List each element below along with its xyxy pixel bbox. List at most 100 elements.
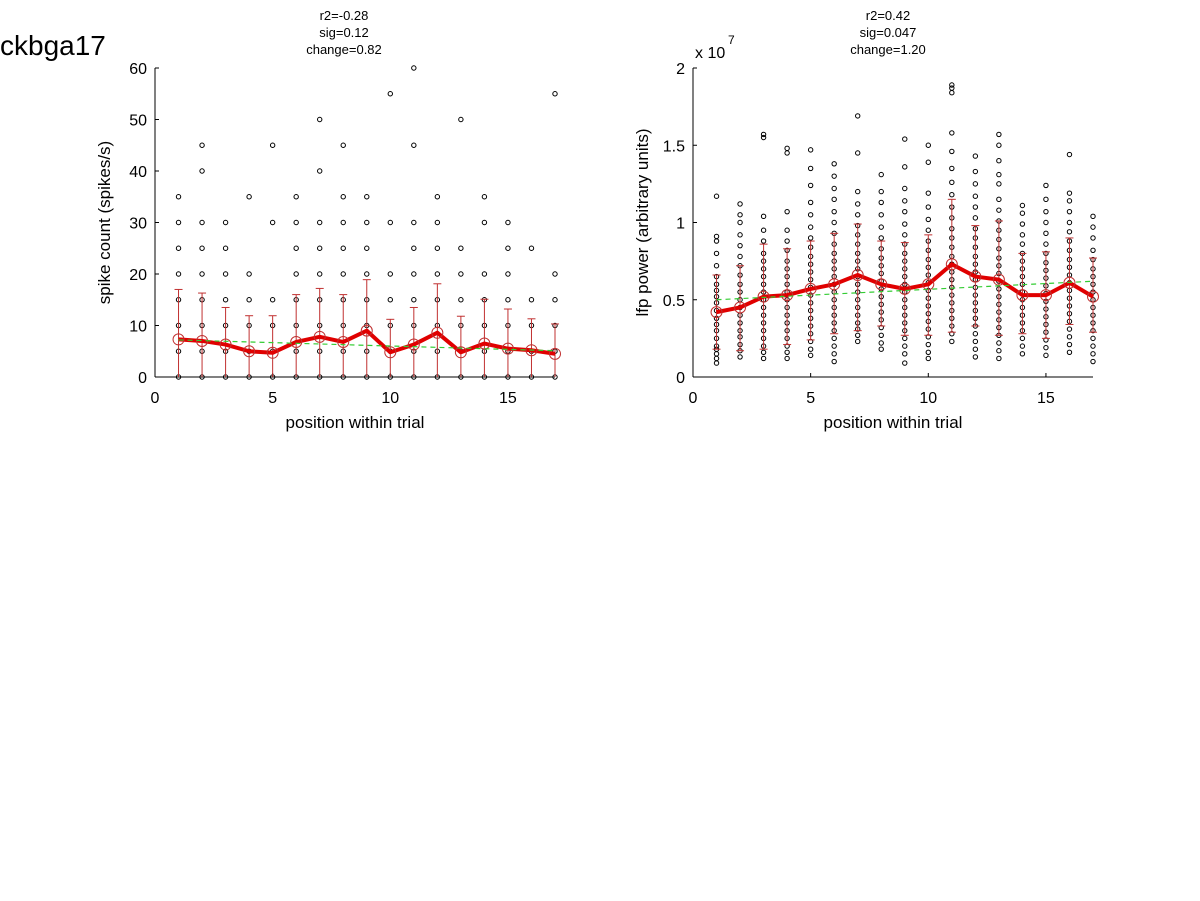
data-point: [996, 142, 1002, 148]
data-point: [925, 190, 931, 196]
data-point: [552, 91, 558, 97]
mean-marker: [1063, 276, 1076, 289]
data-point: [1019, 241, 1026, 247]
data-point: [713, 263, 720, 269]
data-point: [949, 130, 955, 136]
y-tick-label: 0: [138, 370, 147, 387]
data-point: [1090, 224, 1096, 230]
y-axis-label: spike count (spikes/s): [95, 141, 114, 304]
data-point: [458, 297, 464, 303]
mean-line: [716, 262, 1095, 315]
data-point: [902, 208, 908, 215]
mean-marker: [219, 338, 232, 351]
data-point: [411, 245, 417, 251]
data-point: [434, 219, 441, 226]
x-tick-label: 5: [268, 390, 277, 407]
data-point: [855, 338, 861, 345]
stat-line: sig=0.12: [319, 25, 369, 40]
data-point: [1043, 208, 1049, 215]
y-tick-label: 0.5: [663, 293, 685, 310]
data-point: [1090, 335, 1096, 342]
data-point: [925, 349, 931, 355]
data-point: [925, 227, 931, 233]
data-point: [902, 335, 908, 342]
data-point: [458, 245, 464, 251]
data-point: [222, 271, 229, 277]
data-point: [528, 245, 535, 251]
data-point: [269, 297, 276, 303]
data-point: [831, 219, 837, 226]
x-tick-label: 0: [151, 390, 160, 407]
data-point: [199, 271, 205, 277]
mean-marker: [525, 344, 538, 357]
mean-marker: [734, 301, 747, 314]
data-point: [925, 341, 931, 348]
mean-marker: [875, 278, 888, 291]
data-point: [902, 221, 908, 227]
data-point: [434, 271, 441, 277]
data-point: [925, 204, 931, 210]
data-point: [293, 245, 299, 251]
data-point: [760, 227, 767, 233]
data-point: [949, 165, 955, 172]
mean-marker: [454, 346, 467, 359]
data-point: [831, 335, 837, 342]
data-point: [1066, 151, 1073, 158]
data-point: [317, 271, 323, 277]
data-point: [222, 245, 229, 251]
data-point: [246, 297, 252, 303]
data-point: [878, 171, 884, 178]
data-point: [878, 199, 884, 206]
data-point: [807, 235, 814, 241]
mean-marker: [1087, 290, 1099, 303]
data-point: [902, 351, 908, 357]
data-point: [340, 271, 346, 277]
data-point: [878, 346, 884, 352]
data-point: [1043, 196, 1049, 203]
data-point: [972, 215, 979, 221]
x-tick-label: 15: [1037, 390, 1055, 407]
data-point: [760, 355, 767, 362]
data-point: [387, 91, 393, 97]
lfp-power-panel: 0 5 10 15 0 0.5 1 1.5 2 position within trial lfp …: [633, 8, 1099, 432]
data-point: [1019, 351, 1026, 357]
data-point: [1043, 219, 1049, 226]
data-point: [713, 351, 720, 357]
data-point: [340, 245, 346, 251]
data-point: [458, 116, 464, 123]
data-point: [855, 150, 861, 156]
data-point: [784, 355, 790, 362]
data-point: [246, 194, 252, 200]
data-point: [1019, 335, 1026, 342]
data-point: [1019, 210, 1026, 216]
data-point: [1043, 230, 1049, 237]
data-point: [831, 196, 837, 203]
y-tick-label: 20: [129, 267, 147, 284]
y-tick-label: 50: [129, 113, 147, 130]
data-point: [713, 355, 720, 362]
data-point: [760, 134, 767, 141]
data-point: [269, 219, 276, 226]
data-point: [878, 188, 884, 195]
mean-marker: [431, 326, 444, 339]
data-point: [972, 193, 979, 199]
data-point: [760, 238, 767, 244]
data-point: [222, 219, 229, 226]
data-point: [737, 201, 743, 207]
data-point: [902, 343, 908, 349]
data-point: [996, 171, 1002, 178]
mean-marker: [384, 346, 397, 359]
stat-line: r2=-0.28: [320, 8, 369, 23]
mean-marker: [266, 346, 279, 359]
mean-marker: [549, 347, 561, 360]
exponent-label: x 10: [695, 45, 725, 62]
data-point: [1066, 334, 1073, 340]
data-point: [972, 168, 979, 175]
data-point: [855, 201, 861, 207]
data-point: [505, 245, 511, 251]
data-point: [949, 191, 955, 198]
data-point: [878, 224, 884, 230]
data-point: [807, 199, 814, 206]
data-point: [364, 245, 370, 251]
